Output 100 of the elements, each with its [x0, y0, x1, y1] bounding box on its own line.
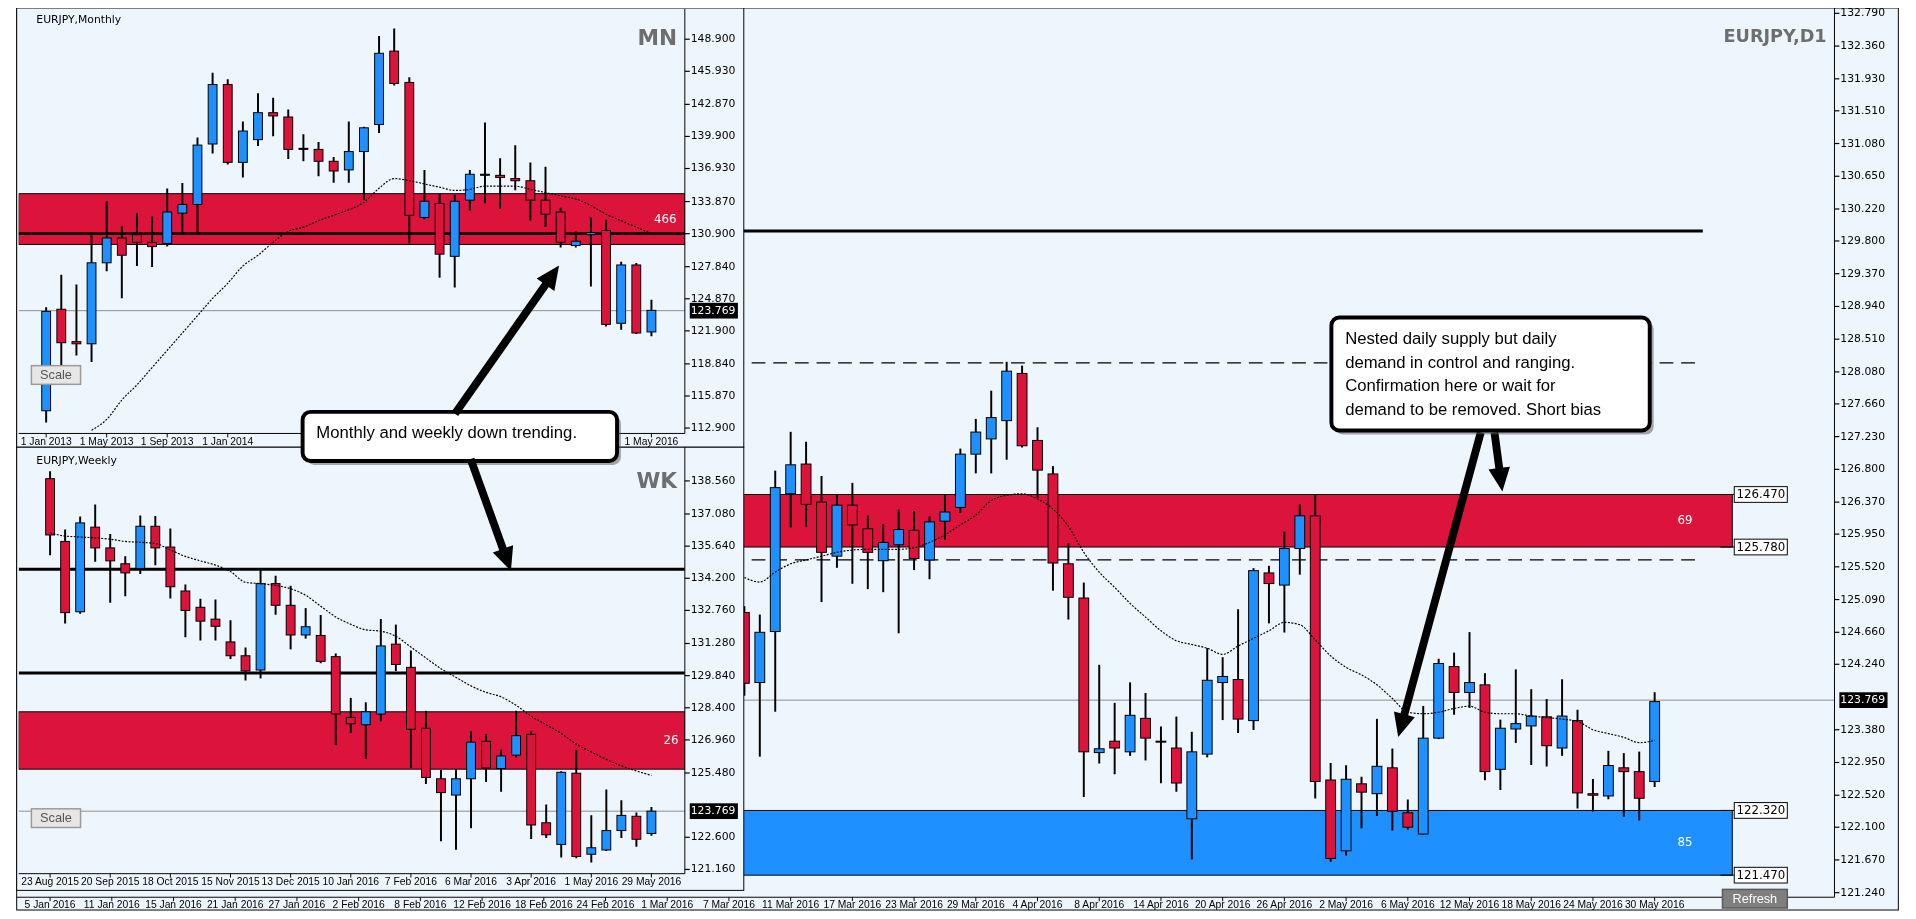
- y-tick-label: 130.220: [1840, 201, 1886, 215]
- x-tick-label: 8 Apr 2016: [1074, 898, 1125, 910]
- y-tick-label: 132.790: [1840, 6, 1886, 20]
- x-tick-label: 1 Jan 2014: [202, 436, 254, 448]
- annotation: Scale: [40, 810, 72, 826]
- y-tick-label: 123.380: [1840, 722, 1886, 736]
- annotation: Monthly and weekly down trending.: [316, 423, 578, 443]
- ref-line-label: 123.769: [690, 303, 736, 317]
- y-tick-label: 130.900: [690, 226, 736, 240]
- x-tick-label: 17 Mar 2016: [823, 898, 882, 910]
- x-tick-label: 11 Mar 2016: [762, 898, 820, 910]
- y-tick-label: 125.480: [690, 765, 736, 779]
- x-tick-label: 20 Sep 2015: [81, 876, 140, 888]
- x-tick-label: 12 May 2016: [1439, 898, 1500, 910]
- y-tick-label: 129.370: [1840, 266, 1886, 280]
- y-tick-label: 126.800: [1840, 462, 1886, 476]
- y-tick-label: 133.870: [690, 194, 736, 208]
- text: EURJPY,Weekly: [36, 453, 118, 467]
- x-tick-label: 15 Nov 2015: [201, 876, 260, 888]
- y-tick-label: 122.520: [1840, 788, 1886, 802]
- y-tick-label: 121.900: [690, 323, 736, 337]
- x-tick-label: 18 Feb 2016: [514, 898, 573, 910]
- y-tick-label: 124.870: [690, 291, 736, 305]
- x-tick-label: 14 Apr 2016: [1133, 898, 1189, 910]
- ref-line-label: 126.470: [1736, 487, 1786, 501]
- y-tick-label: 132.360: [1840, 39, 1886, 53]
- x-tick-label: 29 May 2016: [621, 876, 682, 888]
- ref-line-label: 123.769: [690, 804, 736, 818]
- y-tick-label: 125.090: [1840, 592, 1886, 606]
- x-tick-label: 1 May 2013: [79, 436, 134, 448]
- band-label: 26: [663, 732, 679, 747]
- x-tick-label: 7 Mar 2016: [702, 898, 756, 910]
- y-tick-label: 145.930: [690, 64, 736, 78]
- y-tick-label: 142.870: [690, 97, 736, 111]
- x-tick-label: 21 Jan 2016: [206, 898, 264, 910]
- chart-title: EURJPY,Monthly: [36, 12, 122, 26]
- text: MN: [637, 25, 677, 51]
- ref-line-label: 123.769: [1840, 693, 1886, 707]
- y-tick-label: 121.670: [1840, 852, 1886, 866]
- x-tick-label: 26 Apr 2016: [1256, 898, 1313, 910]
- y-tick-label: 131.280: [690, 636, 736, 650]
- y-tick-label: 121.160: [690, 862, 736, 876]
- x-tick-label: 1 May 2016: [624, 436, 679, 448]
- y-tick-label: 132.760: [690, 603, 736, 617]
- y-tick-label: 131.510: [1840, 103, 1886, 117]
- x-tick-label: 12 Feb 2016: [453, 898, 512, 910]
- x-tick-label: 1 Sep 2013: [140, 436, 194, 448]
- x-tick-label: 20 Apr 2016: [1194, 898, 1251, 910]
- y-tick-label: 130.650: [1840, 169, 1886, 183]
- x-tick-label: 6 May 2016: [1380, 898, 1435, 910]
- y-tick-label: 115.870: [690, 388, 736, 402]
- x-tick-label: 24 May 2016: [1563, 898, 1623, 910]
- ref-line-label: 122.320: [1736, 802, 1786, 817]
- y-tick-label: 128.400: [690, 700, 736, 714]
- y-tick-label: 121.240: [1840, 885, 1886, 899]
- y-tick-label: 127.660: [1840, 396, 1886, 410]
- x-tick-label: 10 Jan 2016: [322, 876, 380, 888]
- y-tick-label: 122.100: [1840, 820, 1886, 834]
- x-tick-label: 13 Dec 2015: [261, 876, 321, 888]
- y-tick-label: 125.520: [1840, 559, 1886, 573]
- y-tick-label: 112.900: [690, 421, 736, 435]
- x-tick-label: 1 Mar 2016: [641, 898, 694, 910]
- y-tick-label: 124.660: [1840, 625, 1886, 639]
- x-tick-label: 29 Mar 2016: [946, 898, 1005, 910]
- y-tick-label: 128.940: [1840, 299, 1886, 313]
- x-tick-label: 11 Jan 2016: [83, 898, 141, 910]
- ref-line-label: 121.470: [1736, 867, 1786, 882]
- y-tick-label: 138.560: [690, 473, 736, 487]
- y-tick-label: 128.080: [1840, 364, 1886, 378]
- y-tick-label: 125.950: [1840, 527, 1886, 541]
- band-label: 466: [653, 211, 677, 226]
- x-tick-label: 24 Feb 2016: [576, 898, 635, 910]
- x-tick-label: 27 Jan 2016: [268, 898, 326, 910]
- x-tick-label: 18 May 2016: [1501, 898, 1562, 910]
- y-tick-label: 139.900: [690, 129, 736, 143]
- x-tick-label: 1 Jan 2013: [20, 436, 72, 448]
- y-tick-label: 118.840: [690, 356, 736, 370]
- y-tick-label: 131.080: [1840, 136, 1886, 150]
- x-tick-label: 8 Feb 2016: [394, 898, 447, 910]
- x-tick-label: 4 Apr 2016: [1012, 898, 1063, 910]
- y-tick-label: 134.200: [690, 571, 736, 585]
- x-tick-label: 7 Feb 2016: [384, 876, 438, 888]
- x-tick-label: 30 May 2016: [1624, 898, 1685, 910]
- band-label: 69: [1677, 513, 1693, 528]
- y-tick-label: 127.840: [690, 259, 736, 273]
- y-tick-label: 135.640: [690, 539, 736, 553]
- y-tick-label: 126.370: [1840, 495, 1886, 509]
- y-tick-label: 129.840: [690, 668, 736, 682]
- x-tick-label: 18 Oct 2015: [142, 876, 199, 888]
- x-tick-label: 5 Jan 2016: [24, 898, 76, 910]
- band-label: 85: [1677, 835, 1693, 850]
- x-tick-label: 6 Mar 2016: [444, 876, 498, 888]
- y-tick-label: 127.230: [1840, 429, 1886, 443]
- x-tick-label: 23 Aug 2015: [21, 876, 80, 888]
- text: WK: [636, 467, 679, 493]
- annotation: Scale: [40, 367, 72, 383]
- text: Refresh: [1732, 891, 1778, 907]
- y-tick-label: 124.240: [1840, 657, 1886, 671]
- y-tick-label: 148.900: [690, 32, 736, 46]
- x-tick-label: 3 Apr 2016: [506, 876, 557, 888]
